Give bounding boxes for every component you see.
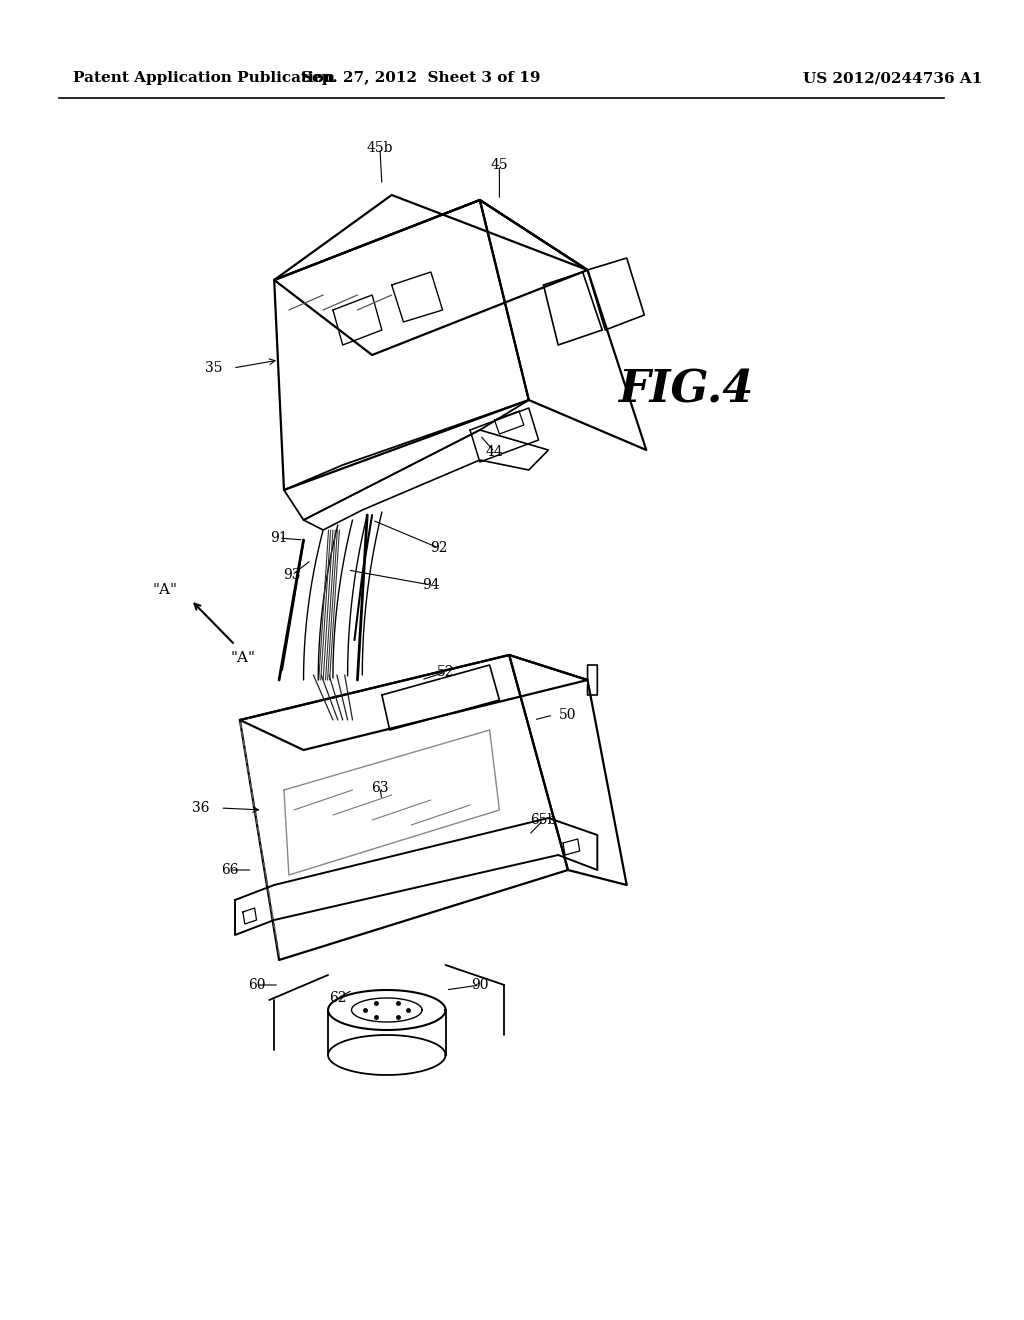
Text: 65b: 65b xyxy=(530,813,557,828)
Text: 93: 93 xyxy=(283,568,301,582)
Text: 35: 35 xyxy=(205,360,222,375)
Text: 62: 62 xyxy=(329,991,346,1005)
Text: Patent Application Publication: Patent Application Publication xyxy=(74,71,336,84)
Text: 52: 52 xyxy=(437,665,455,678)
Text: "A": "A" xyxy=(152,583,177,597)
Text: 45b: 45b xyxy=(367,141,393,154)
Text: 90: 90 xyxy=(471,978,488,993)
Text: 36: 36 xyxy=(191,801,210,814)
Text: "A": "A" xyxy=(230,651,255,665)
Text: 91: 91 xyxy=(270,531,288,545)
Text: 60: 60 xyxy=(248,978,265,993)
Text: 44: 44 xyxy=(485,445,504,459)
Text: Sep. 27, 2012  Sheet 3 of 19: Sep. 27, 2012 Sheet 3 of 19 xyxy=(301,71,541,84)
Text: 92: 92 xyxy=(430,541,447,554)
Text: FIG.4: FIG.4 xyxy=(617,368,753,412)
Text: 45: 45 xyxy=(490,158,508,172)
Text: US 2012/0244736 A1: US 2012/0244736 A1 xyxy=(803,71,982,84)
Text: 63: 63 xyxy=(371,781,389,795)
Text: 50: 50 xyxy=(559,708,577,722)
Text: 94: 94 xyxy=(422,578,439,591)
Text: 66: 66 xyxy=(221,863,239,876)
